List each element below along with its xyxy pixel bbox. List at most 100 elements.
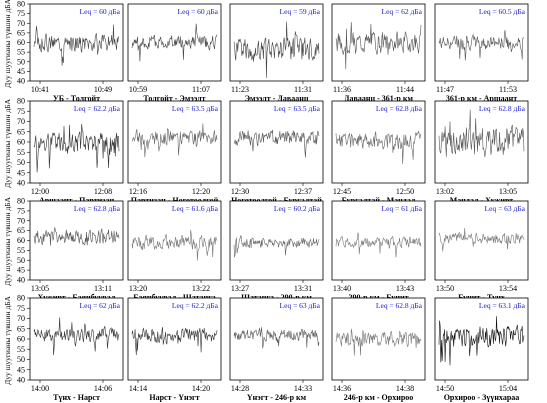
leq-label: Leq = 62 дБа bbox=[382, 7, 423, 16]
leq-label: Leq = 60 дБа bbox=[178, 7, 219, 16]
panel-frame bbox=[29, 200, 124, 281]
leq-label: Leq = 61 дБа bbox=[382, 204, 423, 213]
y-tick-label: 45 bbox=[17, 67, 25, 76]
segment-label: Шатанга - 290-р км bbox=[241, 293, 312, 302]
segment-label: 361-р км - Аршаант bbox=[446, 94, 517, 103]
x-tick-label: 14:36 bbox=[333, 384, 351, 393]
y-tick-label: 40 bbox=[17, 276, 25, 285]
x-tick-label: 14:28 bbox=[231, 384, 249, 393]
segment-label: Бунит - Түнх bbox=[458, 293, 505, 302]
x-tick-label: 11:53 bbox=[499, 85, 517, 94]
panel-14: 13:40 13:43 Leq = 61 дБа 290-р км - Бунит bbox=[331, 200, 426, 302]
y-axis-label-row-1: Дуу шуугианы түвшин дБА bbox=[2, 0, 12, 88]
panel-9: 12:45 12:50 Leq = 62.8 дБа Бургалтай - Манд… bbox=[331, 100, 426, 205]
x-tick-label: 13:54 bbox=[499, 284, 517, 293]
panel-15: 13:50 13:54 Leq = 63 дБа Бунит - Түнх bbox=[434, 200, 529, 302]
x-tick-label: 14:14 bbox=[129, 384, 147, 393]
x-tick-label: 11:47 bbox=[436, 85, 454, 94]
x-tick-label: 13:11 bbox=[94, 284, 112, 293]
panel-frame bbox=[331, 3, 426, 82]
x-tick-label: 13:05 bbox=[499, 187, 517, 196]
noise-trace bbox=[33, 123, 120, 173]
x-tick-label: 14:33 bbox=[294, 384, 312, 393]
y-tick-label: 65 bbox=[17, 226, 25, 235]
noise-trace bbox=[233, 234, 320, 258]
noise-trace bbox=[131, 123, 218, 158]
leq-label: Leq = 62.2 дБа bbox=[172, 301, 219, 310]
noise-trace bbox=[438, 30, 525, 61]
noise-trace bbox=[335, 232, 422, 258]
panel-3: 11:23 11:31 Leq = 59 дБа Эмээлт - Даваанц bbox=[229, 3, 324, 103]
segment-label: Бургалтай - Мандал bbox=[342, 196, 416, 205]
y-tick-label: 80 bbox=[17, 0, 25, 9]
panel-13: 13:27 13:31 Leq = 60.2 дБа Шатанга - 290-р … bbox=[229, 200, 324, 302]
y-tick-label: 60 bbox=[17, 335, 25, 344]
y-tick-label: 65 bbox=[17, 127, 25, 136]
y-tick-label: 80 bbox=[17, 197, 25, 206]
noise-trace bbox=[335, 22, 422, 70]
x-tick-label: 10:49 bbox=[94, 85, 112, 94]
y-tick-label: 70 bbox=[17, 117, 25, 126]
leq-label: Leq = 62.8 дБа bbox=[74, 204, 121, 213]
y-tick-label: 50 bbox=[17, 256, 25, 265]
y-tick-label: 60 bbox=[17, 138, 25, 147]
y-tick-label: 65 bbox=[17, 28, 25, 37]
x-tick-label: 13:02 bbox=[436, 187, 454, 196]
leq-label: Leq = 63.5 дБа bbox=[172, 104, 219, 113]
noise-trace bbox=[131, 23, 218, 62]
noise-trace bbox=[233, 21, 320, 78]
y-tick-label: 75 bbox=[17, 304, 25, 313]
panel-12: 13:20 13:22 Leq = 61.6 дБа Баянбуурал - Шат… bbox=[127, 200, 222, 302]
panel-frame bbox=[434, 100, 529, 184]
panel-18: 14:28 14:33 Leq = 63 дБа Үнэгт - 246-р км bbox=[229, 297, 324, 402]
x-tick-label: 13:43 bbox=[396, 284, 414, 293]
x-tick-label: 14:38 bbox=[396, 384, 414, 393]
segment-label: Түнх - Нарст bbox=[53, 393, 100, 402]
x-tick-label: 15:04 bbox=[499, 384, 517, 393]
x-tick-label: 13:50 bbox=[436, 284, 454, 293]
y-axis-label-row-2: Дуу шуугианы түвшин дБА bbox=[2, 98, 12, 188]
y-tick-label: 55 bbox=[17, 345, 25, 354]
leq-label: Leq = 62.8 дБа bbox=[376, 301, 423, 310]
x-tick-label: 11:44 bbox=[396, 85, 414, 94]
noise-trace bbox=[131, 327, 218, 356]
x-tick-label: 14:00 bbox=[31, 384, 49, 393]
y-tick-label: 75 bbox=[17, 9, 25, 18]
segment-label: Ноготоолгой - Бургалтай bbox=[231, 196, 322, 205]
leq-label: Leq = 63.1 дБа bbox=[479, 301, 526, 310]
segment-label: Аршаант - Партизан bbox=[39, 196, 115, 205]
leq-label: Leq = 63 дБа bbox=[485, 204, 526, 213]
segment-label: Толгойт - Эмээлт bbox=[143, 94, 205, 103]
x-tick-label: 12:45 bbox=[333, 187, 351, 196]
x-tick-label: 14:06 bbox=[94, 384, 112, 393]
x-tick-label: 13:22 bbox=[192, 284, 210, 293]
y-tick-label: 60 bbox=[17, 236, 25, 245]
segment-label: Үнэгт - 246-р км bbox=[247, 393, 307, 402]
y-tick-label: 70 bbox=[17, 216, 25, 225]
panel-4: 11:36 11:44 Leq = 62 дБа Даваанц - 361-р км bbox=[331, 3, 426, 103]
panel-7: 12:16 12:20 Leq = 63.5 дБа Партизан - Ногот… bbox=[127, 100, 222, 205]
y-tick-label: 65 bbox=[17, 324, 25, 333]
leq-label: Leq = 63 дБа bbox=[280, 301, 321, 310]
panel-8: 12:30 12:37 Leq = 63.5 дБа Ноготоолгой - Бу… bbox=[229, 100, 324, 205]
leq-label: Leq = 62.8 дБа bbox=[376, 104, 423, 113]
noise-trace bbox=[438, 109, 525, 158]
y-tick-label: 40 bbox=[17, 376, 25, 385]
panel-frame bbox=[229, 200, 324, 281]
x-tick-label: 12:30 bbox=[231, 187, 249, 196]
y-tick-label: 50 bbox=[17, 355, 25, 364]
segment-label: Нарст - Үнэгт bbox=[149, 393, 199, 402]
panel-17: 14:14 14:20 Leq = 62.2 дБа Нарст - Үнэгт bbox=[127, 297, 222, 402]
x-tick-label: 10:41 bbox=[31, 85, 49, 94]
y-tick-label: 55 bbox=[17, 48, 25, 57]
x-tick-label: 13:27 bbox=[231, 284, 249, 293]
y-tick-label: 60 bbox=[17, 38, 25, 47]
y-tick-label: 50 bbox=[17, 158, 25, 167]
y-tick-label: 75 bbox=[17, 206, 25, 215]
noise-trace bbox=[438, 316, 525, 366]
leq-label: Leq = 61.6 дБа bbox=[172, 204, 219, 213]
y-tick-label: 70 bbox=[17, 19, 25, 28]
